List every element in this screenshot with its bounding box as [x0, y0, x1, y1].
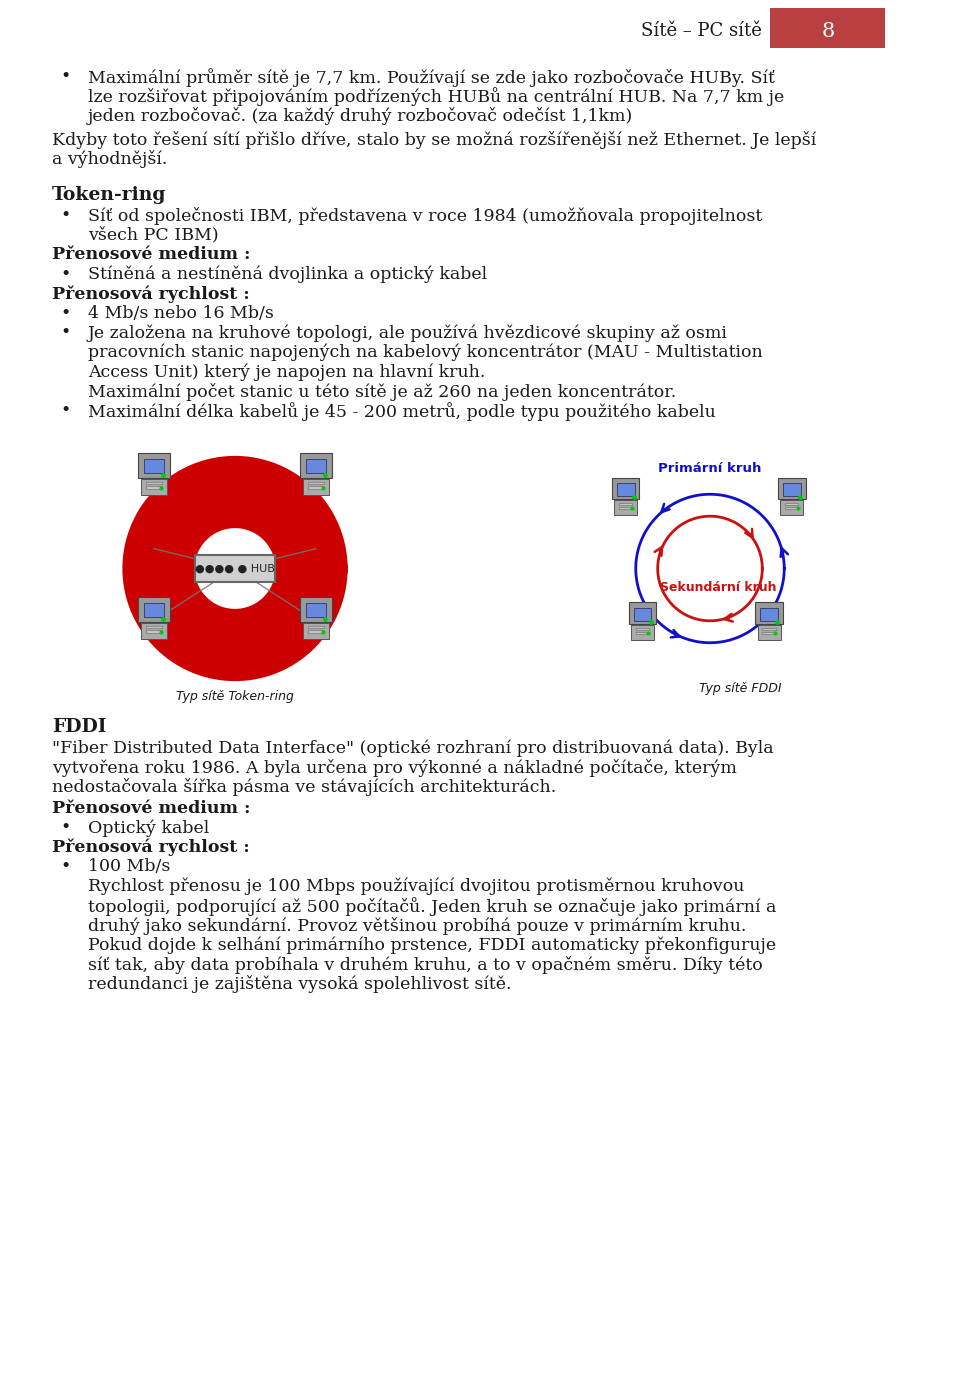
FancyBboxPatch shape	[138, 452, 170, 477]
Text: •: •	[60, 402, 70, 419]
FancyBboxPatch shape	[303, 478, 329, 495]
Text: FDDI: FDDI	[52, 718, 107, 736]
FancyBboxPatch shape	[785, 503, 799, 505]
FancyBboxPatch shape	[756, 602, 783, 624]
Text: topologii, podporující až 500 počítačů. Jeden kruh se označuje jako primární a: topologii, podporující až 500 počítačů. …	[88, 896, 777, 916]
Text: druhý jako sekundární. Provoz většinou probíhá pouze v primárním kruhu.: druhý jako sekundární. Provoz většinou p…	[88, 917, 746, 935]
Text: Typ sítě FDDI: Typ sítě FDDI	[699, 682, 781, 694]
FancyBboxPatch shape	[616, 484, 635, 495]
FancyBboxPatch shape	[144, 459, 164, 473]
Text: nedostačovala šířka pásma ve stávajících architekturách.: nedostačovala šířka pásma ve stávajících…	[52, 778, 556, 796]
FancyBboxPatch shape	[300, 452, 332, 477]
FancyBboxPatch shape	[147, 626, 161, 628]
Text: Je založena na kruhové topologi, ale používá hvězdicové skupiny až osmi: Je založena na kruhové topologi, ale pou…	[88, 324, 728, 341]
Text: síť tak, aby data probíhala v druhém kruhu, a to v opačném směru. Díky této: síť tak, aby data probíhala v druhém kru…	[88, 956, 763, 973]
FancyBboxPatch shape	[147, 630, 161, 632]
FancyBboxPatch shape	[147, 481, 161, 484]
FancyBboxPatch shape	[778, 477, 805, 499]
FancyBboxPatch shape	[303, 623, 329, 639]
Text: •: •	[60, 265, 70, 282]
Text: •: •	[60, 304, 70, 322]
FancyBboxPatch shape	[308, 626, 324, 628]
Text: Optický kabel: Optický kabel	[88, 820, 209, 836]
FancyBboxPatch shape	[782, 484, 801, 495]
FancyBboxPatch shape	[619, 507, 633, 509]
Text: 8: 8	[822, 22, 834, 40]
Text: Rychlost přenosu je 100 Mbps používající dvojitou protisměrnou kruhovou: Rychlost přenosu je 100 Mbps používající…	[88, 877, 744, 895]
FancyBboxPatch shape	[634, 608, 652, 620]
Text: Maximální délka kabelů je 45 - 200 metrů, podle typu použitého kabelu: Maximální délka kabelů je 45 - 200 metrů…	[88, 402, 716, 421]
FancyBboxPatch shape	[780, 500, 804, 514]
FancyBboxPatch shape	[305, 459, 326, 473]
Text: Stíněná a nestíněná dvojlinka a optický kabel: Stíněná a nestíněná dvojlinka a optický …	[88, 265, 487, 283]
FancyBboxPatch shape	[760, 608, 778, 620]
FancyBboxPatch shape	[300, 597, 332, 622]
FancyBboxPatch shape	[614, 500, 637, 514]
Text: Sítě – PC sítě: Sítě – PC sítě	[641, 22, 762, 40]
Text: "Fiber Distributed Data Interface" (optické rozhraní pro distribuovaná data). By: "Fiber Distributed Data Interface" (opti…	[52, 738, 774, 756]
FancyBboxPatch shape	[636, 627, 649, 630]
FancyBboxPatch shape	[612, 477, 639, 499]
Text: Přenosové medium :: Přenosové medium :	[52, 246, 251, 263]
Text: Token-ring: Token-ring	[52, 186, 166, 203]
FancyBboxPatch shape	[631, 624, 654, 639]
Text: pracovních stanic napojených na kabelový koncentrátor (MAU - Multistation: pracovních stanic napojených na kabelový…	[88, 344, 763, 362]
Text: Síť od společnosti IBM, představena v roce 1984 (umožňovala propojitelnost: Síť od společnosti IBM, představena v ro…	[88, 208, 762, 226]
FancyBboxPatch shape	[138, 597, 170, 622]
Text: •: •	[60, 820, 70, 836]
Text: Access Unit) který je napojen na hlavní kruh.: Access Unit) který je napojen na hlavní …	[88, 363, 486, 381]
Text: 4 Mb/s nebo 16 Mb/s: 4 Mb/s nebo 16 Mb/s	[88, 304, 274, 322]
FancyBboxPatch shape	[141, 623, 167, 639]
Text: Typ sítě Token-ring: Typ sítě Token-ring	[176, 690, 294, 703]
Text: Přenosová rychlost :: Přenosová rychlost :	[52, 285, 250, 302]
Text: Přenosové medium :: Přenosové medium :	[52, 799, 251, 817]
Text: •: •	[60, 324, 70, 341]
FancyBboxPatch shape	[144, 604, 164, 617]
Text: všech PC IBM): všech PC IBM)	[88, 227, 219, 243]
Text: Kdyby toto řešení sítí přišlo dříve, stalo by se možná rozšířenější než Ethernet: Kdyby toto řešení sítí přišlo dříve, sta…	[52, 131, 816, 148]
FancyBboxPatch shape	[785, 507, 799, 509]
Text: Pokud dojde k selhání primárního prstence, FDDI automaticky překonfiguruje: Pokud dojde k selhání primárního prstenc…	[88, 936, 776, 953]
FancyBboxPatch shape	[770, 8, 885, 48]
FancyBboxPatch shape	[305, 604, 326, 617]
Text: •: •	[60, 858, 70, 874]
FancyBboxPatch shape	[762, 627, 776, 630]
FancyBboxPatch shape	[196, 556, 275, 582]
FancyBboxPatch shape	[308, 481, 324, 484]
Text: •: •	[60, 208, 70, 224]
Text: jeden rozbočovač. (za každý druhý rozbočovač odečíst 1,1km): jeden rozbočovač. (za každý druhý rozboč…	[88, 107, 634, 125]
Text: Maximální průměr sítě je 7,7 km. Používají se zde jako rozbočovače HUBy. Síť: Maximální průměr sítě je 7,7 km. Používa…	[88, 67, 775, 87]
Text: Maximální počet stanic u této sítě je až 260 na jeden koncentrátor.: Maximální počet stanic u této sítě je až…	[88, 382, 676, 400]
FancyBboxPatch shape	[762, 632, 776, 634]
FancyBboxPatch shape	[619, 503, 633, 505]
FancyBboxPatch shape	[629, 602, 657, 624]
FancyBboxPatch shape	[636, 632, 649, 634]
Text: a výhodnější.: a výhodnější.	[52, 150, 167, 168]
Text: ●●●● ● HUB: ●●●● ● HUB	[195, 564, 275, 573]
FancyBboxPatch shape	[757, 624, 780, 639]
FancyBboxPatch shape	[147, 487, 161, 490]
Text: •: •	[60, 67, 70, 85]
FancyBboxPatch shape	[308, 630, 324, 632]
Text: 100 Mb/s: 100 Mb/s	[88, 858, 170, 874]
Text: redundanci je zajištěna vysoká spolehlivost sítě.: redundanci je zajištěna vysoká spolehliv…	[88, 975, 512, 993]
Text: Sekundární kruh: Sekundární kruh	[660, 580, 777, 594]
Text: lze rozšiřovat připojováním podřízených HUBů na centrální HUB. Na 7,7 km je: lze rozšiřovat připojováním podřízených …	[88, 88, 784, 106]
Text: Primární kruh: Primární kruh	[659, 462, 761, 476]
FancyBboxPatch shape	[141, 478, 167, 495]
Text: vytvořena roku 1986. A byla určena pro výkonné a nákladné počítače, kterým: vytvořena roku 1986. A byla určena pro v…	[52, 759, 737, 777]
FancyBboxPatch shape	[308, 487, 324, 490]
Text: Přenosová rychlost :: Přenosová rychlost :	[52, 839, 250, 857]
